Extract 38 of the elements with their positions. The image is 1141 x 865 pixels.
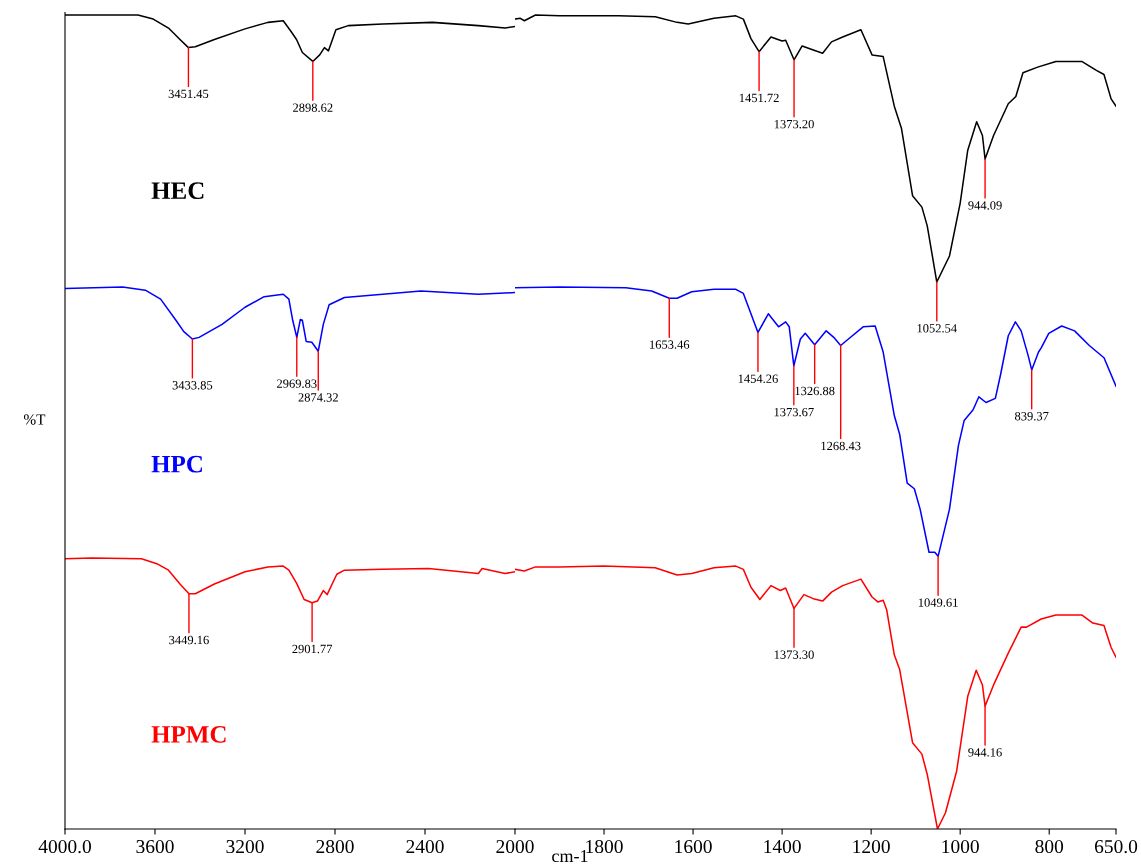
x-tick-label: 2800 (316, 839, 354, 854)
annotation: 2969.83 (277, 379, 317, 388)
annotation: 1454.26 (738, 374, 778, 383)
annotation: 3433.85 (172, 381, 213, 390)
text: HPC (151, 455, 202, 473)
annotation: 1373.30 (774, 650, 814, 659)
annotation: 839.37 (1014, 411, 1049, 421)
text: HEC (151, 182, 204, 200)
x-tick-label: 650.0 (1094, 839, 1138, 854)
annotation: 1268.43 (821, 441, 861, 451)
x-tick-label: 2000 (496, 839, 534, 854)
annotation: 1653.46 (650, 340, 690, 349)
text: HPMC (151, 726, 226, 743)
x-tick-label: 800 (1035, 839, 1064, 854)
annotation: 2901.77 (292, 644, 333, 654)
x-axis-title: cm-1 (552, 850, 588, 863)
x-tick-label: 3200 (226, 839, 264, 854)
x-tick-label: 1200 (853, 839, 890, 854)
annotation: 1326.88 (795, 386, 835, 396)
annotation: 1049.61 (918, 598, 958, 607)
x-tick-label: 1400 (764, 839, 801, 854)
annotation: 3449.16 (169, 635, 209, 645)
x-tick-label: 3600 (136, 839, 174, 854)
y-axis-title: %T (23, 414, 46, 425)
x-tick-label: 1000 (942, 839, 979, 854)
annotation: 1373.67 (774, 407, 814, 417)
annotation: 944.09 (968, 201, 1002, 210)
annotation: 1373.20 (774, 119, 814, 129)
annotation: 2874.32 (298, 393, 338, 402)
x-tick-label: 1800 (586, 839, 623, 854)
x-tick-label: 4000.0 (38, 839, 91, 854)
x-tick-label: 1600 (675, 839, 712, 854)
annotation: 1451.72 (739, 93, 779, 103)
annotation: 1052.54 (917, 324, 957, 333)
x-tick-label: 2400 (406, 839, 444, 854)
annotation: 944.16 (968, 748, 1002, 757)
annotation: 2898.62 (293, 103, 333, 112)
annotation: 3451.45 (168, 89, 209, 99)
